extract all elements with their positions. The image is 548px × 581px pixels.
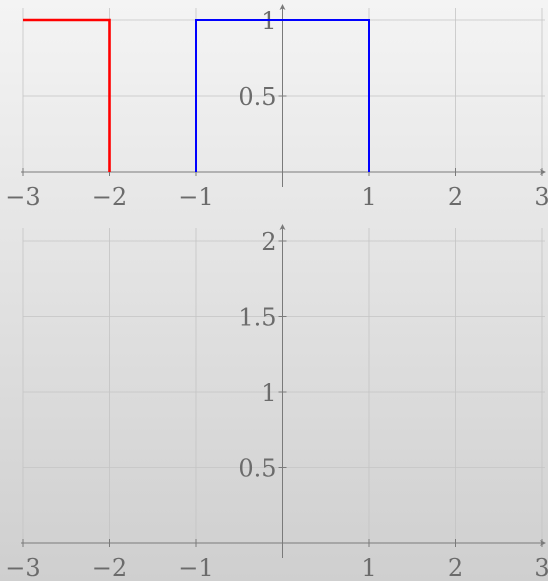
x-tick-label: 3: [534, 183, 548, 211]
x-tick-label: −3: [5, 554, 40, 581]
bottom-chart-panel: −3 −2 −1 1 2 3 0.5 1 1.5 2: [5, 224, 548, 581]
x-tick-label: 2: [448, 183, 463, 211]
y-tick-label: 2: [261, 228, 276, 256]
x-tick-label: 2: [448, 554, 463, 581]
y-axis-arrow-icon: [279, 4, 286, 10]
x-tick-label: 1: [361, 554, 376, 581]
x-tick-label: −3: [5, 183, 40, 211]
top-chart-panel: −3 −2 −1 1 2 30.51: [5, 4, 548, 211]
x-tick-label: 1: [361, 183, 376, 211]
x-tick-label: 3: [534, 554, 548, 581]
y-tick-label: 0.5: [238, 83, 276, 111]
x-tick-label: −2: [92, 183, 127, 211]
series-line-1: [195, 19, 370, 172]
series-line-0: [23, 18, 111, 172]
x-tick-label: −1: [178, 554, 213, 581]
x-tick-label: −2: [92, 554, 127, 581]
y-tick-label: 1: [261, 379, 276, 407]
y-tick-label: 0.5: [238, 455, 276, 483]
y-axis-arrow-icon: [279, 224, 286, 230]
y-tick-label: 1.5: [238, 304, 276, 332]
x-tick-label: −1: [178, 183, 213, 211]
